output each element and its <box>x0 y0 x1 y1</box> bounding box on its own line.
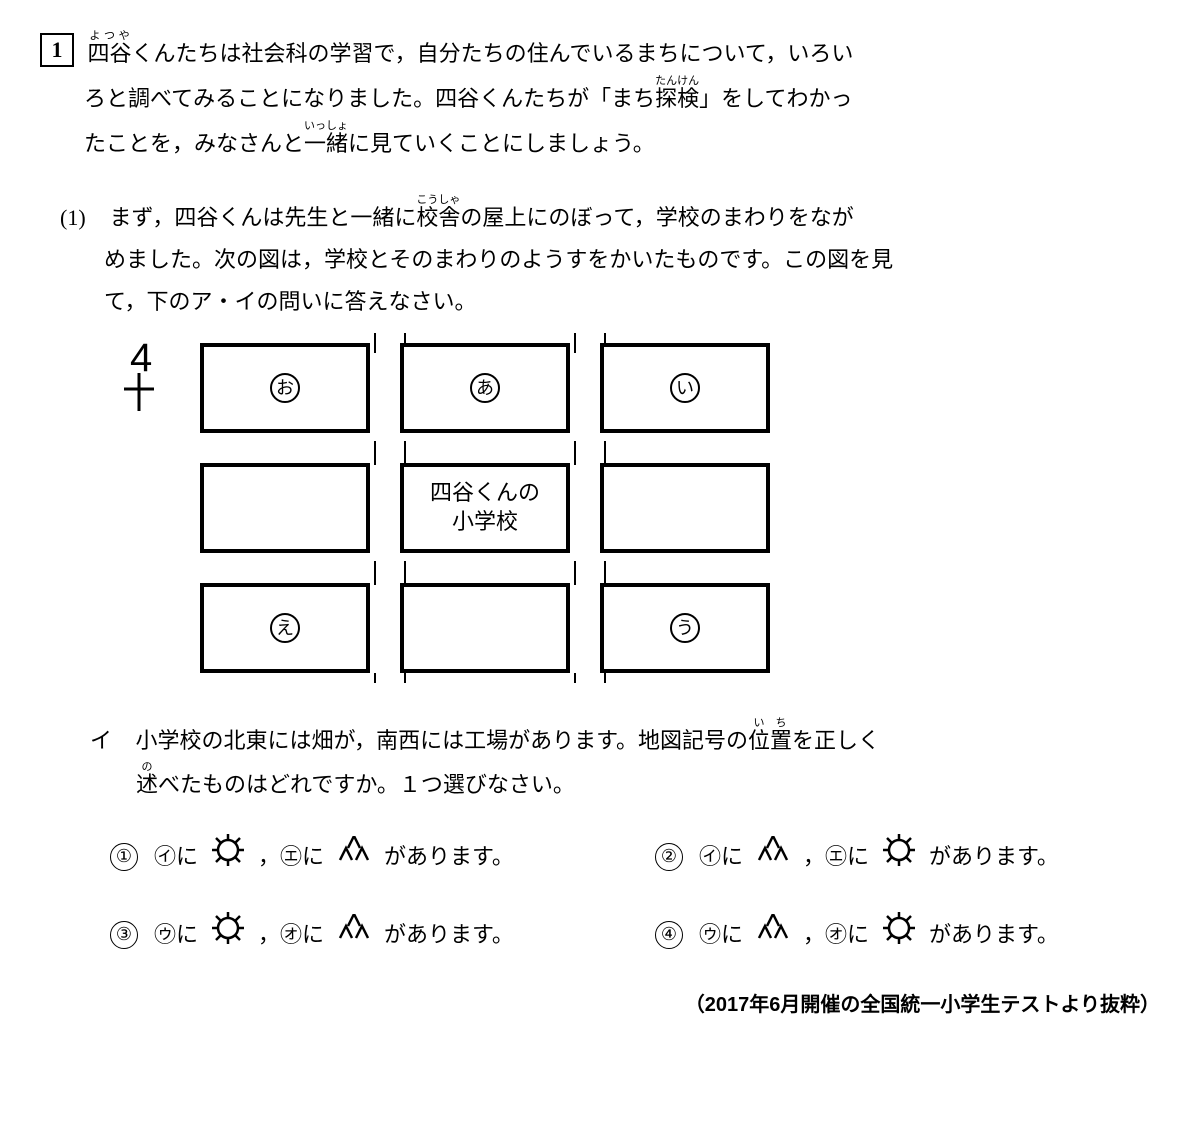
ruby-tanken: 探検たんけん <box>655 86 699 111</box>
choice-1: ① ㋑に ，㋓に があります。 <box>110 830 615 884</box>
cell-r1c0 <box>200 463 370 553</box>
cell-r2c1 <box>400 583 570 673</box>
choice-4: ④ ㋒に ，㋔に があります。 <box>655 908 1160 962</box>
factory-icon <box>879 830 919 884</box>
sub-q-label: (1) <box>60 197 104 239</box>
question-intro: 1 四谷よつやくんたちは社会科の学習で，自分たちの住んでいるまちについて，いろい… <box>40 30 1160 164</box>
cell-r0c1: あ <box>400 343 570 433</box>
cell-r0c2: い <box>600 343 770 433</box>
intro-line1: 四谷よつやくんたちは社会科の学習で，自分たちの住んでいるまちについて，いろい <box>88 41 854 66</box>
cell-r0c0: お <box>200 343 370 433</box>
map-diagram: 4 <box>200 343 1160 687</box>
choice-3: ③ ㋒に ，㋔に があります。 <box>110 908 615 962</box>
intro-line2: ろと調べてみることになりました。四谷くんたちが「まち探検たんけん」をしてわかっ <box>40 75 1160 120</box>
choice-2: ② ㋑に ，㋓に があります。 <box>655 830 1160 884</box>
factory-icon <box>879 908 919 962</box>
choice-num-3: ③ <box>110 921 138 949</box>
ruby-yotsuya: 四谷よつや <box>88 41 132 66</box>
intro-line3: たことを，みなさんと一緒いっしょに見ていくことにしましょう。 <box>40 120 1160 165</box>
field-icon <box>753 836 793 878</box>
ruby-kousha: 校舎こうしゃ <box>416 205 460 230</box>
svg-text:4: 4 <box>130 336 152 380</box>
q-i-label: イ <box>90 720 130 762</box>
q-i-line2: 述のべたものはどれですか。１つ選びなさい。 <box>90 761 1160 806</box>
field-icon <box>334 836 374 878</box>
sub1-line2: めました。次の図は，学校とそのまわりのようすをかいたものです。この図を見 <box>60 239 1160 281</box>
q-i-line1: 小学校の北東には畑が，南西には工場があります。地図記号の位置いちを正しく <box>136 728 881 753</box>
question-i: イ 小学校の北東には畑が，南西には工場があります。地図記号の位置いちを正しく 述… <box>90 717 1160 807</box>
choice-num-4: ④ <box>655 921 683 949</box>
ruby-issho: 一緒いっしょ <box>304 131 348 156</box>
factory-icon <box>208 830 248 884</box>
factory-icon <box>208 908 248 962</box>
sub1-line1: まず，四谷くんは先生と一緒に校舎こうしゃの屋上にのぼって，学校のまわりをなが <box>110 205 854 230</box>
sub-question-1: (1) まず，四谷くんは先生と一緒に校舎こうしゃの屋上にのぼって，学校のまわりを… <box>60 194 1160 322</box>
choice-num-1: ① <box>110 843 138 871</box>
cell-r2c0: え <box>200 583 370 673</box>
sub1-line3: て，下のア・イの問いに答えなさい。 <box>60 281 1160 323</box>
ruby-ichi: 位置いち <box>748 728 792 753</box>
cell-r1c1-school: 四谷くんの小学校 <box>400 463 570 553</box>
cell-r1c2 <box>600 463 770 553</box>
field-icon <box>334 914 374 956</box>
source-line: （2017年6月開催の全国統一小学生テストより抜粋） <box>40 986 1160 1024</box>
question-number-box: 1 <box>40 33 74 67</box>
field-icon <box>753 914 793 956</box>
ruby-nobe: 述の <box>136 772 158 797</box>
cell-r2c2: う <box>600 583 770 673</box>
choices: ① ㋑に ，㋓に があります。 ② ㋑に ，㋓に があります。 ③ ㋒に ，㋔に… <box>110 830 1160 962</box>
choice-num-2: ② <box>655 843 683 871</box>
north-arrow-icon: 4 <box>120 333 170 427</box>
